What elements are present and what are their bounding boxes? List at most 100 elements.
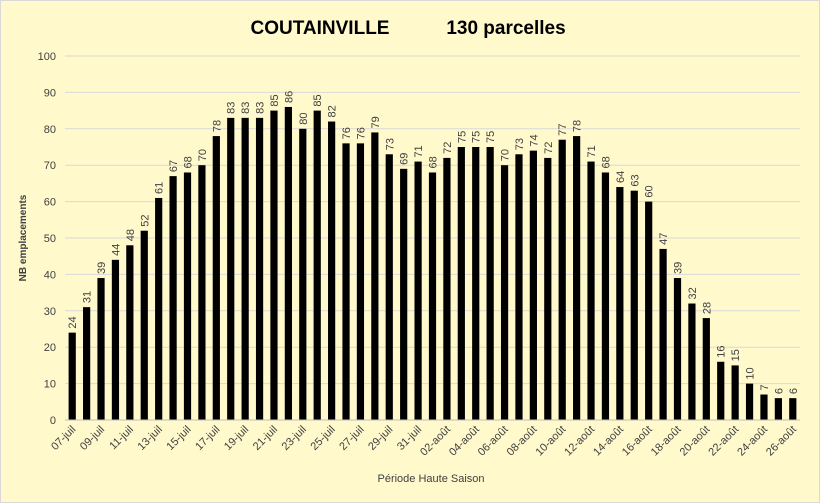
data-label: 60 <box>644 185 656 197</box>
bar <box>601 172 610 420</box>
data-label: 86 <box>283 91 295 103</box>
data-label: 39 <box>673 262 685 274</box>
data-label: 78 <box>572 120 584 132</box>
bar <box>486 147 494 420</box>
data-label: 24 <box>67 316 79 328</box>
data-label: 74 <box>528 134 540 146</box>
data-label: 64 <box>615 171 627 183</box>
bar <box>789 398 797 420</box>
bar <box>371 132 379 420</box>
data-label: 83 <box>240 102 252 114</box>
data-label: 39 <box>96 262 108 274</box>
data-label: 15 <box>730 349 742 361</box>
bar <box>155 197 163 420</box>
chart-title: COUTAINVILLE <box>251 18 390 39</box>
data-label: 83 <box>255 102 267 114</box>
data-label: 7 <box>759 384 771 390</box>
data-label: 63 <box>629 174 641 186</box>
bar <box>688 303 696 420</box>
bar <box>702 318 710 420</box>
bar <box>659 248 667 420</box>
bar <box>169 176 177 420</box>
bar <box>745 383 754 420</box>
bar <box>544 157 552 421</box>
bar <box>731 365 739 420</box>
bar <box>760 394 768 420</box>
bar <box>227 117 235 420</box>
bar <box>68 332 76 420</box>
bar <box>126 245 134 420</box>
bar <box>457 147 465 420</box>
bar <box>500 165 509 420</box>
y-axis-label: NB emplacements <box>18 194 29 281</box>
data-label: 52 <box>139 214 151 226</box>
bar <box>645 201 653 420</box>
data-label: 83 <box>226 102 238 114</box>
bar <box>140 230 148 420</box>
bar <box>673 278 682 420</box>
data-label: 10 <box>745 367 757 379</box>
data-label: 61 <box>154 182 166 194</box>
y-tick-label: 100 <box>38 51 56 63</box>
bar <box>212 136 220 420</box>
data-label: 79 <box>370 116 382 128</box>
data-label: 72 <box>442 142 454 154</box>
y-tick-label: 40 <box>44 269 56 281</box>
y-tick-label: 70 <box>44 160 56 172</box>
data-label: 68 <box>428 156 440 168</box>
bar <box>385 154 393 420</box>
data-label: 75 <box>456 131 468 143</box>
bar <box>558 139 566 420</box>
data-label: 16 <box>716 346 728 358</box>
bar <box>587 161 595 420</box>
bar <box>414 161 422 420</box>
bar <box>255 117 264 420</box>
data-label: 6 <box>773 388 785 394</box>
y-tick-label: 50 <box>44 233 56 245</box>
data-label: 85 <box>312 94 324 106</box>
data-label: 31 <box>82 291 94 303</box>
data-label: 72 <box>543 142 555 154</box>
y-tick-label: 10 <box>44 379 56 391</box>
data-label: 6 <box>788 388 800 394</box>
data-label: 80 <box>298 113 310 125</box>
data-label: 76 <box>341 127 353 139</box>
bar <box>774 398 782 420</box>
y-tick-label: 90 <box>44 87 56 99</box>
bar <box>111 259 120 420</box>
bar <box>400 168 408 420</box>
data-label: 85 <box>269 94 281 106</box>
data-label: 73 <box>514 138 526 150</box>
bar <box>356 143 365 421</box>
data-label: 68 <box>600 156 612 168</box>
x-axis-label: Période Haute Saison <box>377 473 484 485</box>
bar <box>270 110 278 420</box>
data-label: 68 <box>183 156 195 168</box>
bar <box>428 172 437 420</box>
bar <box>183 172 192 420</box>
bar <box>472 147 480 420</box>
data-label: 48 <box>125 229 137 241</box>
data-label: 32 <box>687 287 699 299</box>
data-label: 76 <box>355 127 367 139</box>
y-tick-label: 30 <box>44 306 56 318</box>
bar <box>573 136 581 420</box>
data-label: 67 <box>168 160 180 172</box>
data-label: 71 <box>413 145 425 157</box>
bar <box>241 117 249 420</box>
data-label: 70 <box>197 149 209 161</box>
data-label: 77 <box>557 123 569 135</box>
y-tick-label: 60 <box>44 197 56 209</box>
y-tick-label: 20 <box>44 342 56 354</box>
data-label: 69 <box>399 153 411 165</box>
bar <box>717 361 725 420</box>
y-tick-label: 80 <box>44 124 56 136</box>
data-label: 70 <box>500 149 512 161</box>
data-label: 47 <box>658 233 670 245</box>
data-label: 82 <box>327 105 339 117</box>
chart-subtitle: 130 parcelles <box>446 18 565 39</box>
data-label: 78 <box>211 120 223 132</box>
data-label: 75 <box>471 131 483 143</box>
bar <box>515 154 523 420</box>
